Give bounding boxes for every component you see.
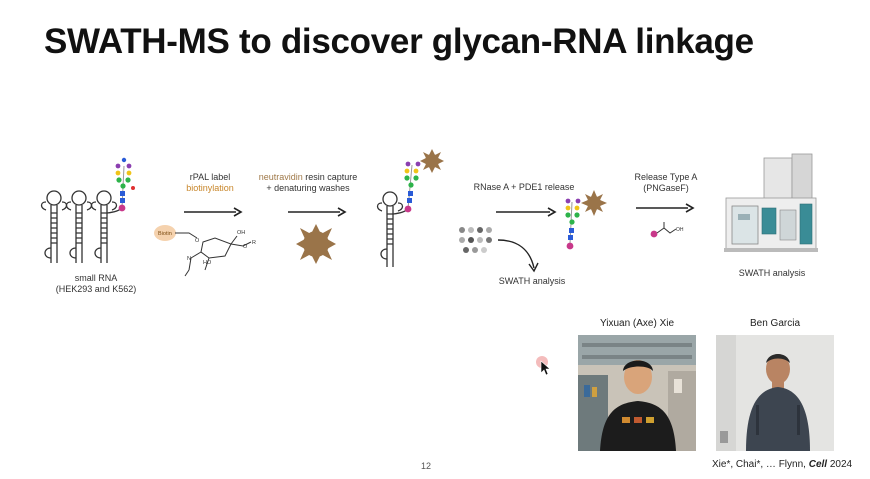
released-glycan-icon bbox=[565, 190, 607, 250]
resin-bead-icon bbox=[296, 224, 336, 264]
citation-journal: Cell bbox=[808, 459, 828, 470]
small-rna-label: small RNA (HEK293 and K562) bbox=[54, 273, 138, 295]
biotinylation-label: biotinylation bbox=[186, 183, 234, 193]
chem-r: R bbox=[252, 240, 256, 246]
swath-analysis-label-1: SWATH analysis bbox=[498, 276, 566, 286]
release-type-line2: (PNGaseF) bbox=[643, 183, 689, 193]
small-rna-label-line2: (HEK293 and K562) bbox=[55, 284, 137, 294]
mouse-pointer-icon bbox=[536, 356, 551, 376]
neutravidin-arrow-icon bbox=[288, 207, 347, 217]
chem-ho: HO bbox=[203, 260, 212, 266]
rpal-label: rPAL label biotinylation bbox=[180, 172, 240, 194]
chem-o-r: O bbox=[243, 244, 248, 250]
release-type-line1: Release Type A bbox=[634, 172, 698, 182]
small-rna-label-line1: small RNA bbox=[74, 273, 118, 283]
page-number: 12 bbox=[421, 461, 432, 471]
biotin-tag-text: Biotin bbox=[158, 231, 172, 237]
chem-oh-1: OH bbox=[237, 230, 245, 236]
chem-n: N bbox=[187, 256, 191, 262]
chem-o-ring: O bbox=[195, 238, 200, 244]
rpal-chemical-structure: Biotin O OH O R HO N bbox=[154, 225, 256, 277]
neutravidin-label: neutravidin resin capture + denaturing w… bbox=[258, 172, 358, 194]
person-name-garcia: Ben Garcia bbox=[749, 318, 801, 329]
person-name-xie: Yixuan (Axe) Xie bbox=[599, 318, 675, 329]
mass-spectrometer-icon bbox=[724, 153, 818, 252]
release-type-arrow-icon bbox=[636, 203, 695, 213]
release-type-label: Release Type A (PNGaseF) bbox=[626, 172, 706, 194]
swath-analysis-label-2: SWATH analysis bbox=[738, 268, 806, 278]
curved-arrow-icon bbox=[497, 239, 539, 273]
person-photo-xie bbox=[578, 335, 696, 451]
rpal-arrow-icon bbox=[184, 207, 243, 217]
person-photo-garcia bbox=[716, 335, 834, 451]
nucleotide-dots-icon bbox=[459, 227, 492, 253]
released-linker-icon: OH bbox=[650, 222, 684, 238]
captured-rna-icon bbox=[376, 149, 444, 267]
slide-title: SWATH-MS to discover glycan-RNA linkage bbox=[44, 22, 754, 61]
citation-authors: Xie*, Chai*, … Flynn, bbox=[712, 459, 809, 470]
neutravidin-word: neutravidin bbox=[258, 172, 303, 182]
denaturing-washes-text: + denaturing washes bbox=[266, 183, 350, 193]
rpal-label-line1: rPAL label bbox=[189, 172, 231, 182]
chem-oh-small: OH bbox=[676, 227, 684, 233]
citation-year: 2024 bbox=[827, 459, 853, 470]
lab-background-xie bbox=[578, 335, 696, 451]
rnase-release-label: RNase A + PDE1 release bbox=[473, 182, 575, 192]
citation: Xie*, Chai*, … Flynn, Cell 2024 bbox=[712, 459, 852, 470]
small-rna-hairpins bbox=[40, 157, 135, 263]
office-background-garcia bbox=[716, 335, 834, 451]
resin-capture-text: resin capture bbox=[302, 172, 358, 182]
release-arrow-icon bbox=[496, 207, 557, 217]
